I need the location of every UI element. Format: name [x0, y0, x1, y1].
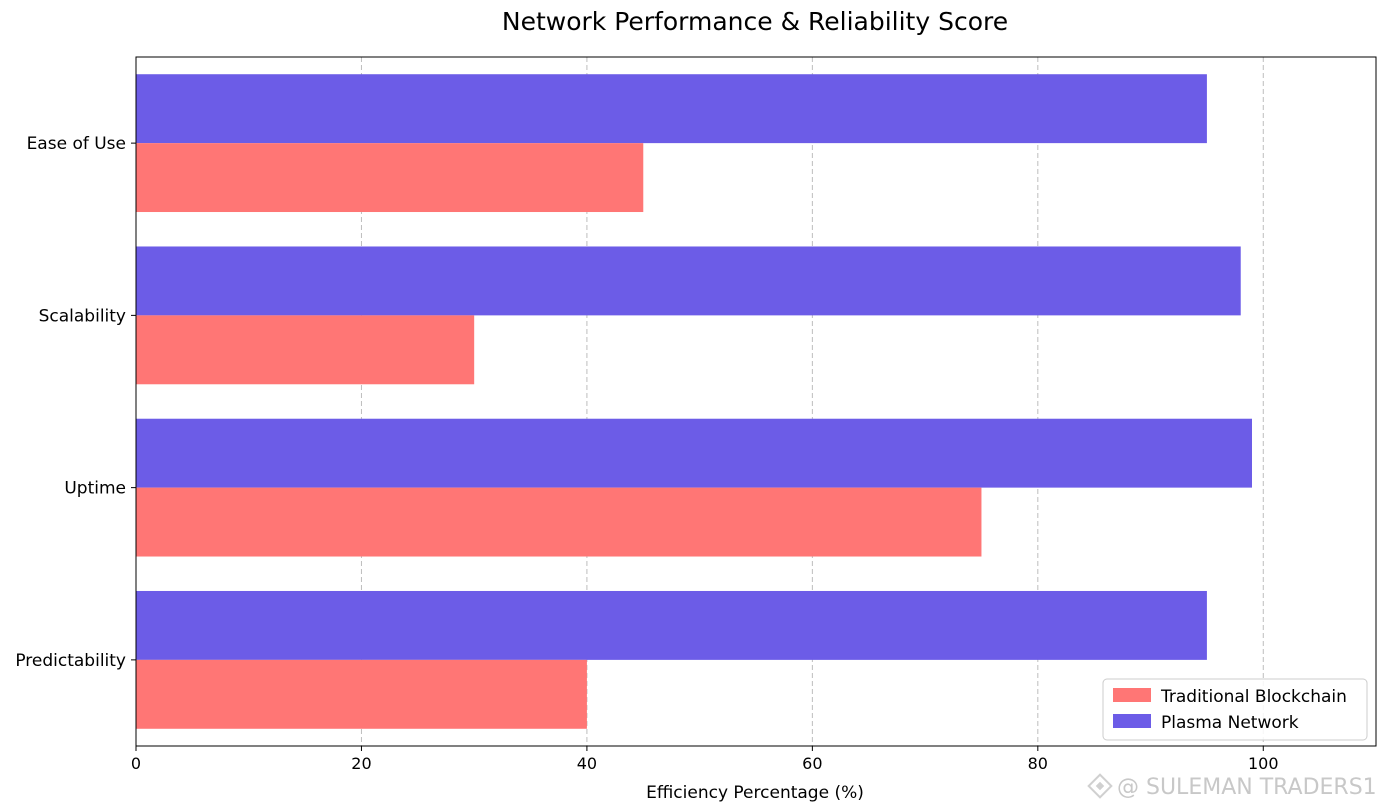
legend-label-1: Plasma Network — [1161, 713, 1299, 733]
watermark-logo-icon — [1087, 773, 1113, 799]
bars — [136, 74, 1252, 729]
bar-traditional-2 — [136, 487, 982, 557]
bar-plasma-2 — [136, 418, 1252, 488]
legend-box — [1102, 678, 1368, 741]
legend: Traditional Blockchain Plasma Network — [1102, 678, 1368, 741]
legend-swatch-1 — [1113, 714, 1151, 728]
watermark-text: @ SULEMAN TRADERS1 — [1117, 775, 1377, 800]
y-category-label-2: Uptime — [64, 479, 126, 499]
x-tick-label-4: 80 — [1028, 754, 1048, 773]
x-axis-ticks: 0 20 40 60 80 100 — [131, 746, 1279, 773]
bar-plasma-3 — [136, 590, 1207, 660]
bar-traditional-0 — [136, 143, 644, 213]
x-tick-label-0: 0 — [131, 754, 141, 773]
x-tick-label-5: 100 — [1248, 754, 1279, 773]
watermark: @ SULEMAN TRADERS1 — [1087, 773, 1377, 800]
y-category-label-0: Ease of Use — [27, 134, 126, 154]
legend-label-0: Traditional Blockchain — [1160, 687, 1347, 707]
x-tick-label-3: 60 — [802, 754, 822, 773]
x-tick-label-1: 20 — [351, 754, 371, 773]
bar-plasma-0 — [136, 74, 1207, 144]
x-tick-label-2: 40 — [577, 754, 597, 773]
bar-traditional-1 — [136, 315, 475, 385]
plot-frame — [135, 56, 1377, 747]
x-axis-label: Efficiency Percentage (%) — [646, 783, 864, 803]
chart-title: Network Performance & Reliability Score — [502, 7, 1008, 36]
y-axis-categories: Ease of Use Scalability Uptime Predictabili… — [15, 134, 136, 671]
legend-swatch-0 — [1113, 688, 1151, 702]
bar-plasma-1 — [136, 246, 1241, 316]
y-category-label-3: Predictability — [15, 651, 126, 671]
y-category-label-1: Scalability — [39, 306, 126, 326]
bar-traditional-3 — [136, 659, 587, 729]
